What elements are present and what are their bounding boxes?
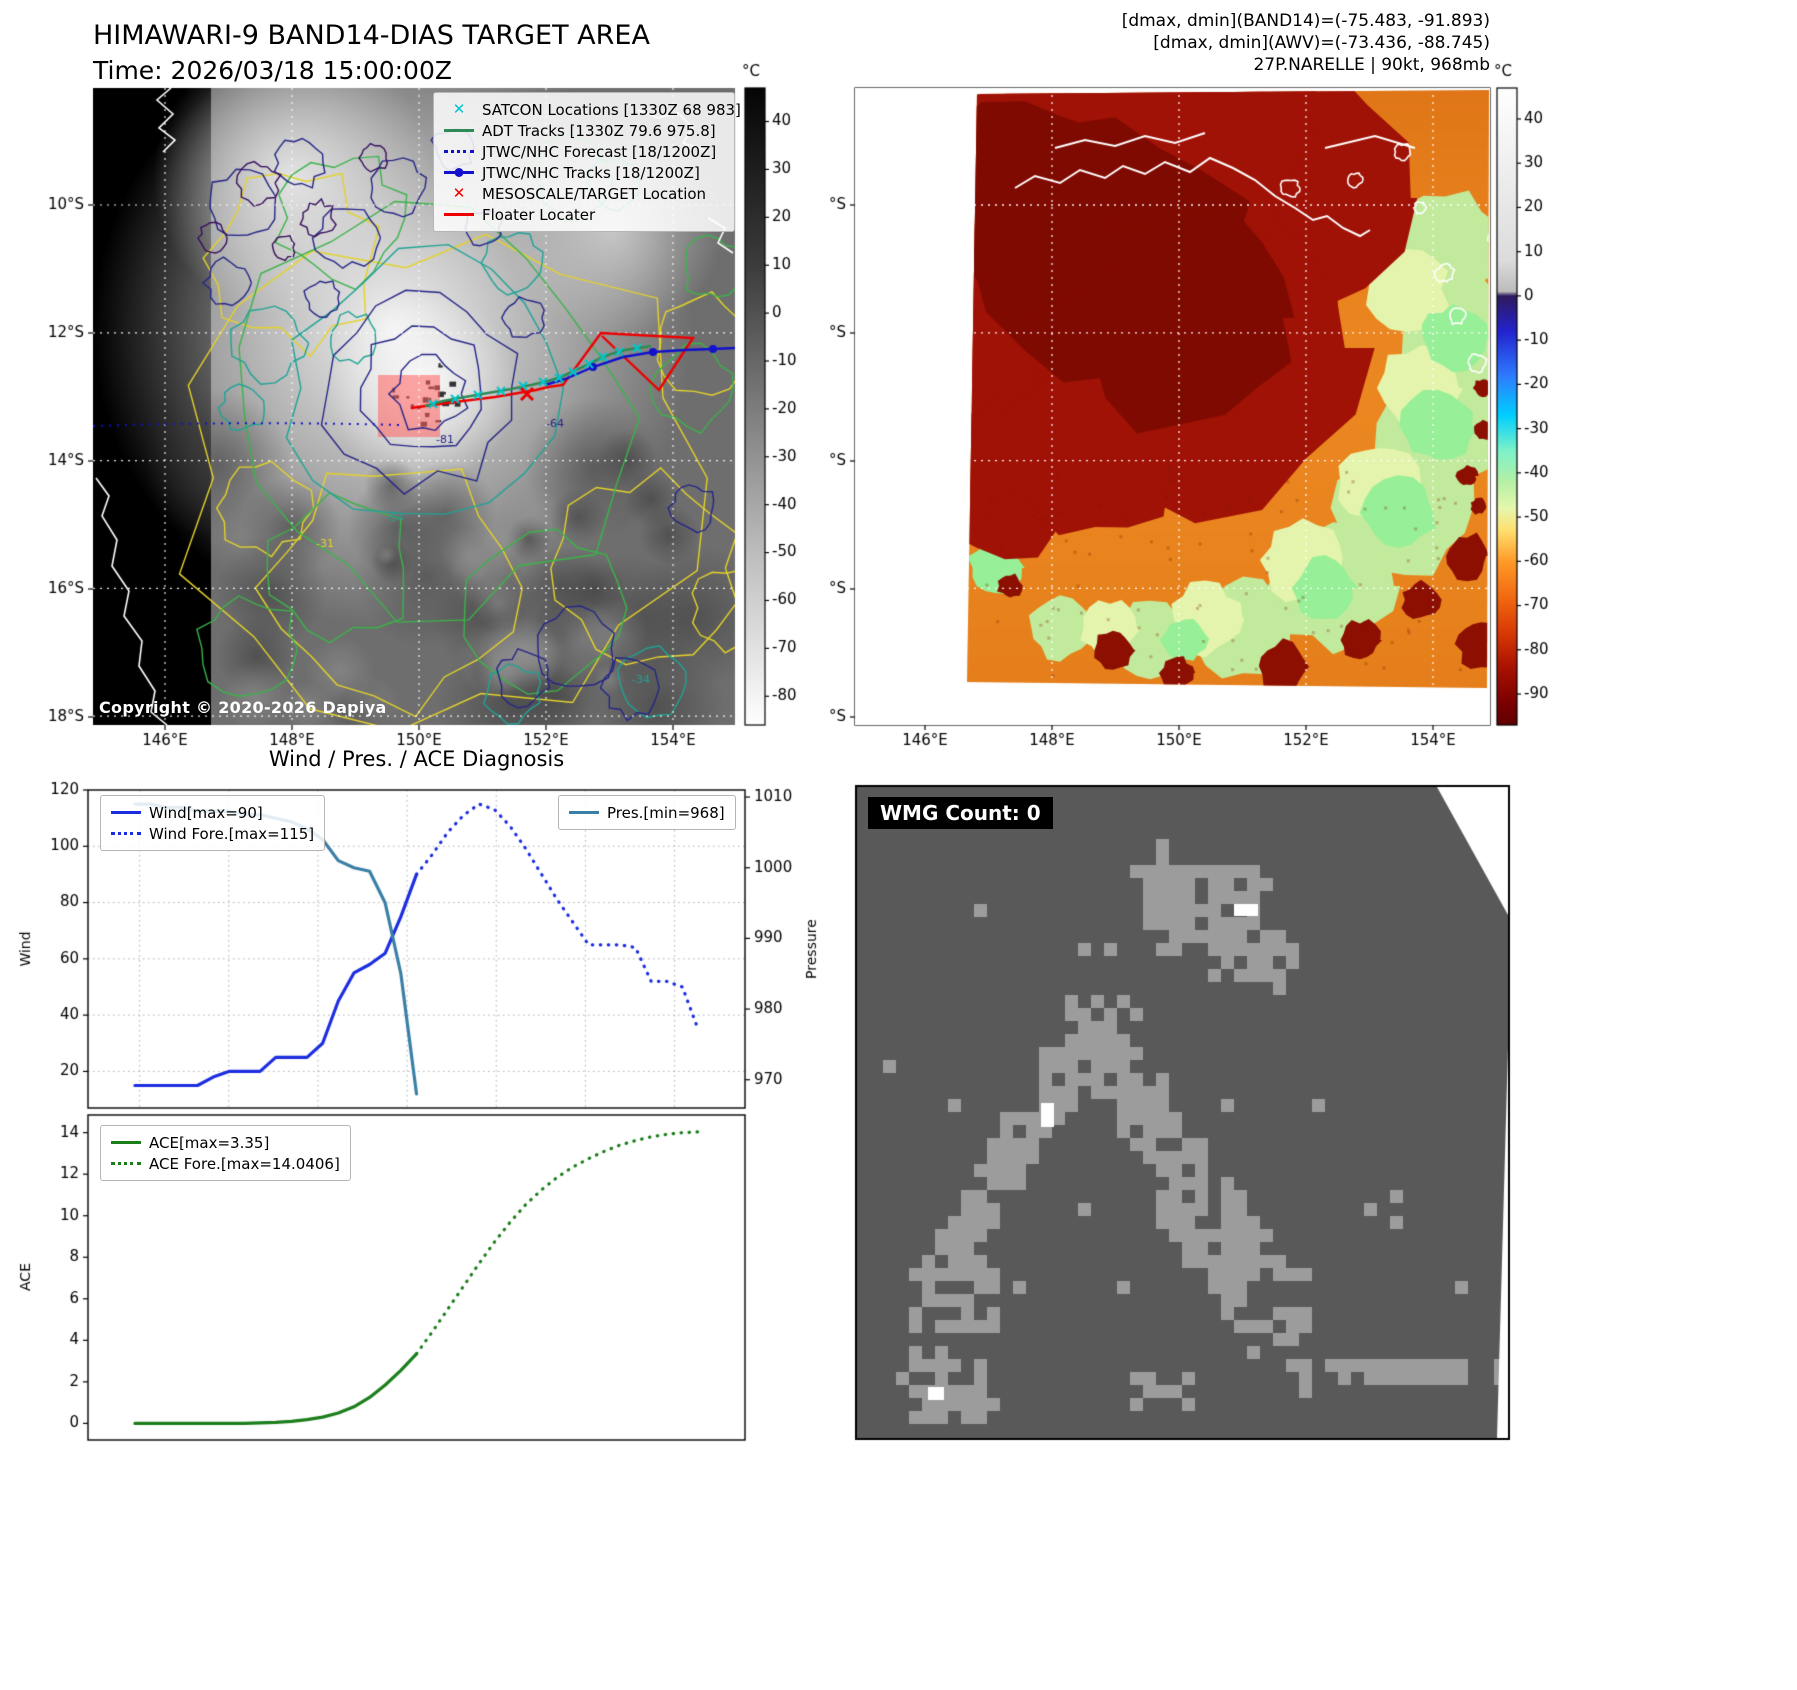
wmg-count-label: WMG Count: 0 — [868, 797, 1053, 829]
legend-item-wind-forecast: Wind Fore.[max=115] — [111, 823, 314, 844]
wind-line-icon — [111, 811, 141, 814]
legend-item-pressure: Pres.[min=968] — [569, 802, 725, 823]
legend-label: Pres.[min=968] — [607, 803, 725, 822]
legend-item-jtwc-tracks: JTWC/NHC Tracks [18/1200Z] — [444, 162, 724, 183]
floater-line-icon — [444, 213, 474, 216]
legend-label: SATCON Locations [1330Z 68 983] — [482, 100, 741, 119]
diagnosis-charts-canvas — [0, 755, 830, 1690]
pressure-legend: Pres.[min=968] — [558, 795, 736, 830]
legend-item-adt: ADT Tracks [1330Z 79.6 975.8] — [444, 120, 724, 141]
legend-label: ACE Fore.[max=14.0406] — [149, 1154, 340, 1173]
legend-label: Floater Locater — [482, 205, 596, 224]
ace-line-icon — [111, 1141, 141, 1144]
awv-header: [dmax, dmin](BAND14)=(-75.483, -91.893) … — [1122, 10, 1490, 76]
band14-time: Time: 2026/03/18 15:00:00Z — [93, 56, 452, 85]
satcon-x-icon: ✕ — [452, 100, 466, 118]
wind-legend: Wind[max=90] Wind Fore.[max=115] — [100, 795, 326, 851]
legend-label: JTWC/NHC Tracks [18/1200Z] — [482, 163, 700, 182]
band14-legend: ✕ SATCON Locations [1330Z 68 983] ADT Tr… — [433, 92, 741, 232]
legend-item-wind: Wind[max=90] — [111, 802, 314, 823]
adt-line-icon — [444, 129, 474, 132]
awv-map-canvas — [830, 0, 1797, 755]
pressure-line-icon — [569, 811, 599, 814]
forecast-dotted-line-icon — [444, 150, 474, 153]
legend-item-ace: ACE[max=3.35] — [111, 1132, 340, 1153]
legend-label: Wind Fore.[max=115] — [149, 824, 315, 843]
copyright-text: Copyright © 2020-2026 Dapiya — [99, 698, 387, 717]
legend-label: ACE[max=3.35] — [149, 1133, 270, 1152]
ace-forecast-dotted-icon — [111, 1162, 141, 1165]
wmg-grid-canvas — [830, 755, 1797, 1690]
legend-item-floater: Floater Locater — [444, 204, 724, 225]
legend-label: Wind[max=90] — [149, 803, 263, 822]
storm-id-line: 27P.NARELLE | 90kt, 968mb — [1253, 55, 1490, 75]
wind-forecast-dotted-icon — [111, 832, 141, 835]
legend-item-satcon: ✕ SATCON Locations [1330Z 68 983] — [444, 99, 741, 120]
legend-label: JTWC/NHC Forecast [18/1200Z] — [482, 142, 717, 161]
diagnosis-title: Wind / Pres. / ACE Diagnosis — [268, 747, 565, 771]
dmax-dmin-band14-line: [dmax, dmin](BAND14)=(-75.483, -91.893) — [1121, 11, 1490, 31]
mesoscale-x-icon: ✕ — [452, 184, 466, 202]
band14-title: HIMAWARI-9 BAND14-DIAS TARGET AREA — [93, 20, 650, 51]
legend-item-jtwc-forecast: JTWC/NHC Forecast [18/1200Z] — [444, 141, 724, 162]
dmax-dmin-awv-line: [dmax, dmin](AWV)=(-73.436, -88.745) — [1153, 33, 1490, 53]
legend-item-ace-forecast: ACE Fore.[max=14.0406] — [111, 1153, 340, 1174]
legend-item-mesoscale: ✕ MESOSCALE/TARGET Location — [444, 183, 724, 204]
legend-label: MESOSCALE/TARGET Location — [482, 184, 707, 203]
track-line-dot-icon — [444, 168, 474, 177]
legend-label: ADT Tracks [1330Z 79.6 975.8] — [482, 121, 716, 140]
ace-legend: ACE[max=3.35] ACE Fore.[max=14.0406] — [100, 1125, 351, 1181]
